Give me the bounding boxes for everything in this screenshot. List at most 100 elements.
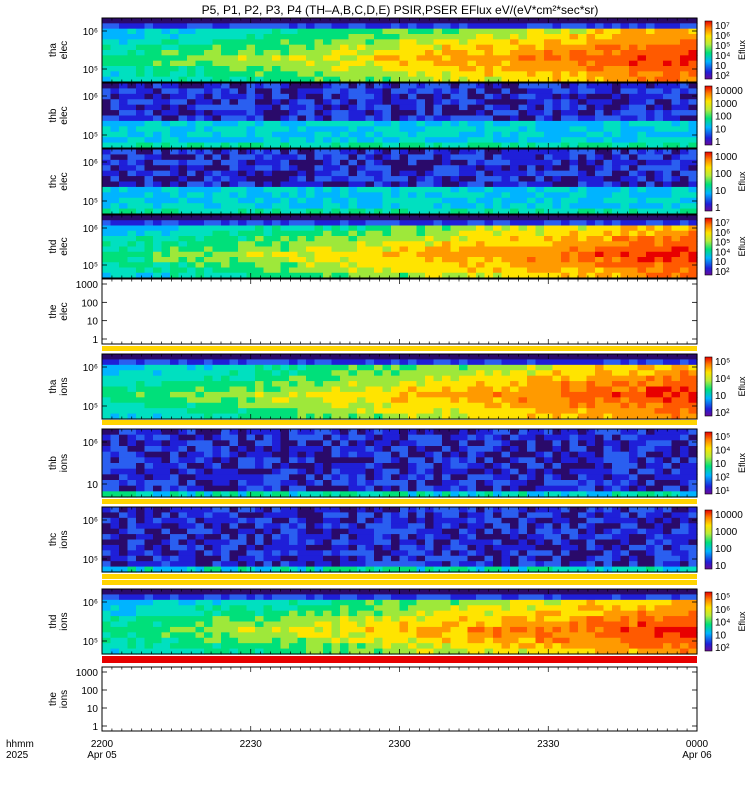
spectrogram-cell <box>221 88 230 94</box>
spectrogram-cell <box>298 387 307 393</box>
spectrogram-cell <box>289 370 298 376</box>
spectrogram-cell <box>264 370 273 376</box>
spectrogram-cell <box>111 23 120 29</box>
spectrogram-cell <box>604 23 613 29</box>
spectrogram-cell <box>408 198 417 204</box>
spectrogram-cell <box>340 268 349 274</box>
spectrogram-cell <box>417 392 426 398</box>
spectrogram-cell <box>459 226 468 232</box>
spectrogram-cell <box>213 226 222 232</box>
spectrogram-cell <box>663 268 672 274</box>
spectrogram-cell <box>230 247 239 253</box>
spectrogram-cell <box>442 23 451 29</box>
spectrogram-cell <box>255 165 264 171</box>
spectrogram-cell <box>476 397 485 403</box>
spectrogram-cell <box>485 408 494 414</box>
spectrogram-cell <box>289 121 298 127</box>
spectrogram-cell <box>442 354 451 360</box>
spectrogram-cell <box>119 71 128 77</box>
spectrogram-cell <box>391 387 400 393</box>
spectrogram-cell <box>323 198 332 204</box>
spectrogram-cell <box>315 262 324 268</box>
spectrogram-cell <box>162 381 171 387</box>
spectrogram-cell <box>629 376 638 382</box>
spectrogram-cell <box>442 403 451 409</box>
spectrogram-cell <box>230 226 239 232</box>
spectrogram-cell <box>417 94 426 100</box>
spectrogram-cell <box>111 365 120 371</box>
spectrogram-cell <box>255 121 264 127</box>
spectrogram-cell <box>204 99 213 105</box>
spectrogram-cell <box>281 39 290 45</box>
spectrogram-cell <box>570 187 579 193</box>
spectrogram-cell <box>553 182 562 188</box>
spectrogram-cell <box>119 110 128 116</box>
spectrogram-cell <box>383 198 392 204</box>
spectrogram-cell <box>383 116 392 122</box>
spectrogram-cell <box>493 160 502 166</box>
spectrogram-cell <box>349 50 358 56</box>
spectrogram-cell <box>179 187 188 193</box>
spectrogram-cell <box>689 376 698 382</box>
spectrogram-cell <box>442 66 451 72</box>
spectrogram-cell <box>442 29 451 35</box>
spectrogram-cell <box>332 215 341 221</box>
spectrogram-cell <box>162 71 171 77</box>
spectrogram-cell <box>204 71 213 77</box>
spectrogram-cell <box>400 252 409 258</box>
spectrogram-cell <box>391 29 400 35</box>
spectrogram-cell <box>187 376 196 382</box>
spectrogram-cell <box>238 387 247 393</box>
spectrogram-cell <box>408 359 417 365</box>
spectrogram-cell <box>221 365 230 371</box>
spectrogram-cell <box>221 182 230 188</box>
spectrogram-cell <box>111 241 120 247</box>
spectrogram-cell <box>145 397 154 403</box>
spectrogram-cell <box>170 88 179 94</box>
spectrogram-cell <box>544 408 553 414</box>
spectrogram-cell <box>510 408 519 414</box>
spectrogram-cell <box>544 165 553 171</box>
spectrogram-cell <box>213 176 222 182</box>
spectrogram-cell <box>485 34 494 40</box>
spectrogram-cell <box>102 126 111 132</box>
spectrogram-cell <box>391 83 400 89</box>
spectrogram-cell <box>595 247 604 253</box>
spectrogram-cell <box>238 198 247 204</box>
spectrogram-cell <box>111 61 120 67</box>
spectrogram-cell <box>383 61 392 67</box>
spectrogram-cell <box>646 23 655 29</box>
spectrogram-cell <box>383 154 392 160</box>
spectrogram-cell <box>485 182 494 188</box>
spectrogram-cell <box>204 187 213 193</box>
spectrogram-cell <box>230 110 239 116</box>
spectrogram-cell <box>493 392 502 398</box>
spectrogram-cell <box>366 220 375 226</box>
spectrogram-cell <box>536 94 545 100</box>
spectrogram-cell <box>349 236 358 242</box>
colorbar-tick-label: 100 <box>715 112 732 123</box>
spectrogram-cell <box>366 257 375 263</box>
spectrogram-cell <box>153 126 162 132</box>
spectrogram-cell <box>255 154 264 160</box>
spectrogram-cell <box>196 370 205 376</box>
spectrogram-cell <box>196 45 205 51</box>
spectrogram-cell <box>145 110 154 116</box>
spectrogram-cell <box>612 165 621 171</box>
spectrogram-cell <box>357 392 366 398</box>
spectrogram-cell <box>655 132 664 138</box>
spectrogram-cell <box>468 171 477 177</box>
spectrogram-cell <box>255 132 264 138</box>
spectrogram-cell <box>170 226 179 232</box>
spectrogram-cell <box>323 110 332 116</box>
spectrogram-cell <box>595 39 604 45</box>
spectrogram-cell <box>145 165 154 171</box>
spectrogram-cell <box>536 187 545 193</box>
spectrogram-cell <box>655 381 664 387</box>
spectrogram-cell <box>663 187 672 193</box>
spectrogram-cell <box>604 71 613 77</box>
spectrogram-cell <box>204 50 213 56</box>
spectrogram-cell <box>187 226 196 232</box>
spectrogram-cell <box>468 110 477 116</box>
spectrogram-cell <box>680 220 689 226</box>
